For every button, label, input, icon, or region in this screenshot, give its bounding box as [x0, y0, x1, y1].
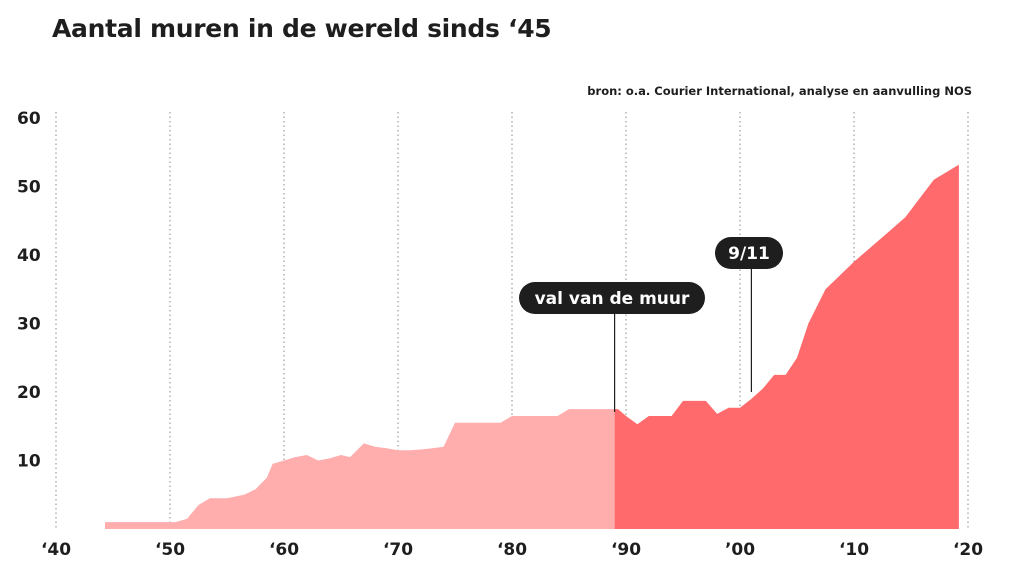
x-tick-label-70: ‘70 — [383, 540, 413, 560]
y-tick-label-10: 10 — [17, 452, 41, 472]
y-tick-label-50: 50 — [17, 178, 41, 198]
area-after-1989 — [614, 164, 959, 529]
area-before-1989 — [105, 409, 615, 529]
annotation-label: 9/11 — [728, 244, 770, 264]
x-tick-label-50: ‘50 — [155, 540, 185, 560]
annotation-label: val van de muur — [535, 289, 690, 309]
y-tick-label-40: 40 — [17, 246, 41, 266]
x-tick-label-90: ‘90 — [611, 540, 641, 560]
annotation-pill — [519, 282, 705, 314]
y-tick-label-30: 30 — [17, 315, 41, 335]
annotation-pill — [715, 237, 783, 269]
y-axis: 10 20 30 40 50 60 — [17, 109, 41, 472]
x-tick-label-20: ‘20 — [953, 540, 983, 560]
x-tick-label-40: ‘40 — [41, 540, 71, 560]
x-tick-label-10: ‘10 — [839, 540, 869, 560]
x-axis: ‘40 ‘50 ‘60 ‘70 ‘80 ‘90 ’00 ‘10 ‘20 — [41, 540, 983, 560]
x-tick-label-60: ‘60 — [269, 540, 299, 560]
y-tick-label-20: 20 — [17, 383, 41, 403]
source-note: bron: o.a. Courier International, analys… — [587, 84, 972, 98]
x-tick-label-’00: ’00 — [725, 540, 755, 560]
annotations: val van de muur 9/11 — [519, 237, 783, 412]
chart-title: Aantal muren in de wereld sinds ‘45 — [52, 14, 552, 43]
x-tick-label-80: ‘80 — [497, 540, 527, 560]
y-tick-label-60: 60 — [17, 109, 41, 129]
